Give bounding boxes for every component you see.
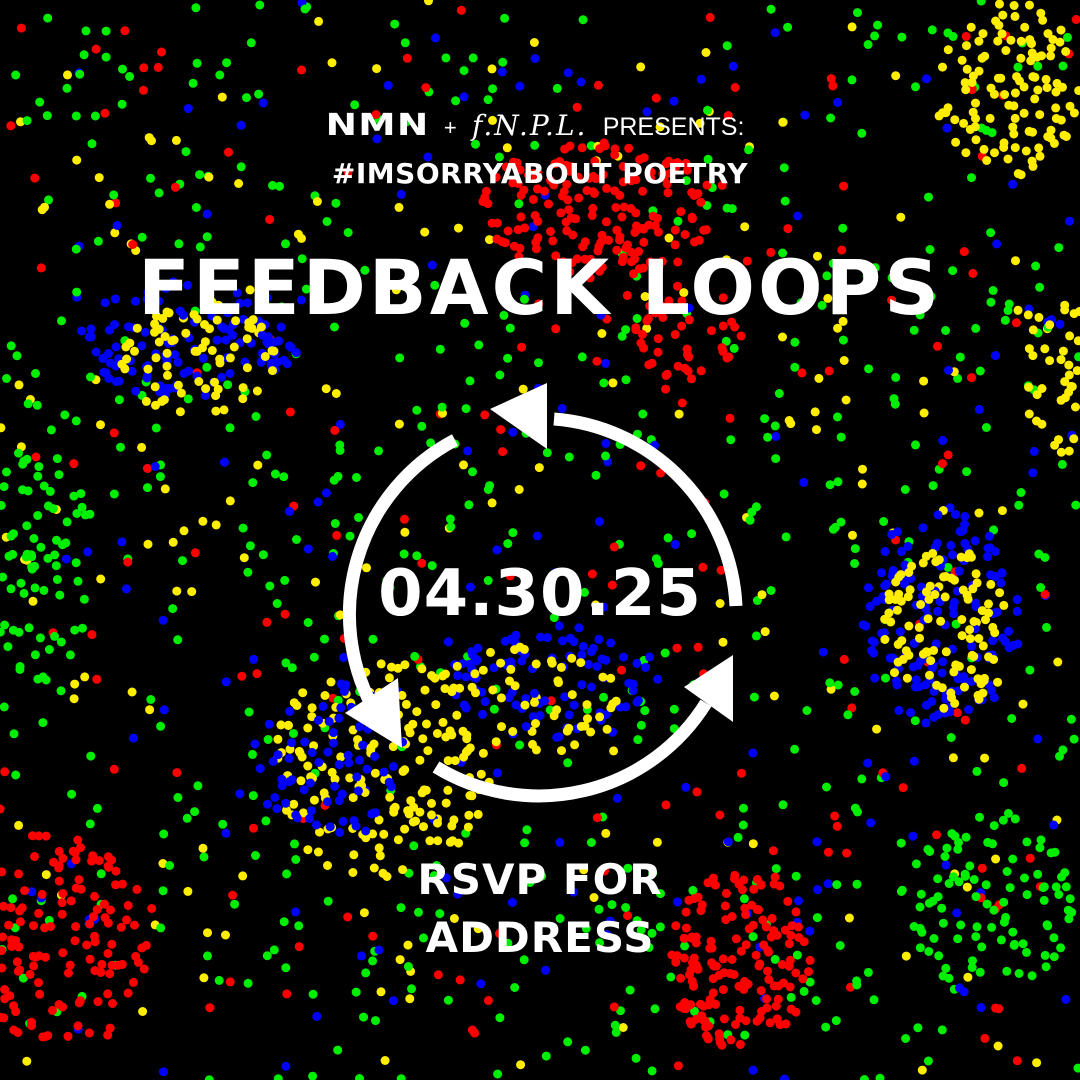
- rsvp-line-2: ADDRESS: [425, 913, 655, 962]
- event-date: 04.30.25: [378, 557, 702, 631]
- event-title: FEEDBACK LOOPS: [137, 243, 943, 332]
- nmn-logo: NMN: [325, 108, 430, 143]
- cycle-arrowhead-top: [490, 383, 547, 449]
- plus-sign: +: [443, 115, 457, 140]
- cycle-arc-bottom: [432, 699, 712, 803]
- cycle-arc-top-right: [553, 412, 743, 607]
- fnpl-logo: f.N.P.L.: [472, 109, 588, 142]
- rsvp-line-1: RSVP FOR: [417, 855, 663, 904]
- presents-label: PRESENTS:: [602, 113, 745, 141]
- series-hashtag: #IMSORRYABOUT POETRY: [331, 157, 749, 190]
- cycle-arc-left: [342, 434, 459, 719]
- cycle-arrowhead-right: [684, 655, 733, 722]
- cycle-arrowhead-left: [345, 678, 402, 748]
- presenters-row: NMN + f.N.P.L. PRESENTS:: [0, 108, 1080, 143]
